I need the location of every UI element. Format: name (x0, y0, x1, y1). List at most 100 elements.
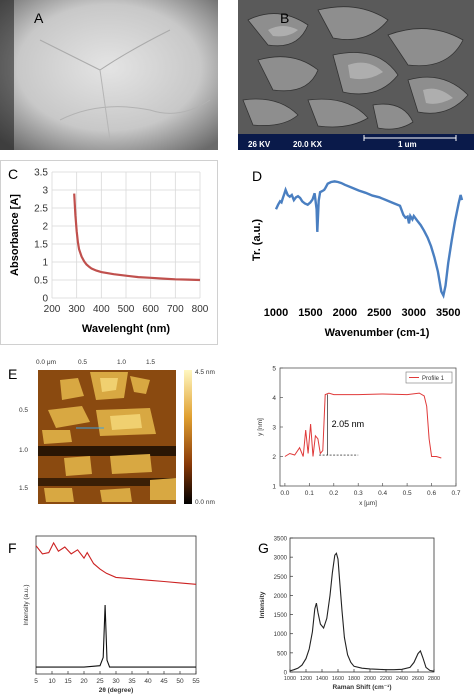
height-profile-svg: 1 2 3 4 5 0.0 0.1 0.2 0.3 0.4 0.5 0.6 0.7 2.05 nm Prof… (257, 366, 461, 508)
x-axis-label: Wavelenght (nm) (82, 323, 171, 335)
y-tick-label: 0 (284, 671, 288, 677)
y-tick-label: 2500 (274, 575, 288, 581)
x-tick-label: 0.7 (451, 490, 460, 497)
x-tick-label: 0.6 (427, 490, 436, 497)
y-tick-label: 1 (42, 258, 48, 269)
transmittance-series-line (274, 180, 464, 299)
xrd-series-upper-line (35, 541, 197, 585)
afm-y-tick: 1.5 (19, 485, 28, 492)
x-tick-label: 35 (128, 678, 136, 685)
y-tick-label: 2 (272, 454, 276, 461)
x-tick-label: 0.3 (354, 490, 363, 497)
y-tick-label: 3000 (274, 556, 288, 562)
raman-svg: 0 500 1000 1500 2000 2500 3000 3500 1000 1200 1400… (259, 537, 440, 692)
absorbance-series-line (73, 193, 201, 282)
x-tick-label: 400 (93, 304, 110, 315)
y-tick-label: 500 (277, 651, 288, 657)
y-tick-label: 2000 (274, 594, 288, 600)
x-tick-label: 2000 (364, 676, 376, 682)
x-tick-label: 1600 (332, 676, 344, 682)
x-tick-label: 1000 (284, 676, 296, 682)
x-tick-label: 20 (80, 678, 88, 685)
y-tick-label: 1.5 (34, 240, 48, 251)
afm-height-map (38, 370, 176, 504)
panel-label-e: E (8, 366, 18, 382)
afm-image-svg: 0.0 μm 0.5 1.0 1.5 0.5 1.0 1.5 (19, 359, 215, 506)
x-tick-label: 2800 (428, 676, 440, 682)
panel-label-f: F (8, 540, 17, 556)
panel-label-a: A (34, 10, 44, 26)
sem-kv-label: 26 KV (248, 140, 271, 149)
y-tick-label: 2 (42, 222, 48, 233)
x-tick-label: 2400 (396, 676, 408, 682)
y-tick-label: 3.5 (34, 168, 48, 179)
legend-box (405, 371, 453, 384)
x-tick-label: 0.5 (403, 490, 412, 497)
x-tick-label: 2600 (412, 676, 424, 682)
afm-y-tick: 0.5 (19, 407, 28, 414)
x-axis-label: Raman Shift (cm⁻¹) (332, 684, 391, 691)
x-tick-label: 500 (118, 304, 135, 315)
x-tick-label: 1500 (298, 307, 322, 319)
panel-c-uv-vis-chart: 0 0.5 1 1.5 2 2.5 3 3.5 200 300 400 500 600 700 800 Wav… (0, 160, 218, 345)
x-tick-label: 1400 (316, 676, 328, 682)
raman-series-line (289, 552, 435, 672)
x-tick-label: 5 (34, 678, 38, 685)
x-tick-label: 1200 (300, 676, 312, 682)
panel-label-g: G (258, 540, 269, 556)
x-tick-label: 600 (142, 304, 159, 315)
sem-mag-label: 20.0 KX (293, 140, 323, 149)
y-tick-label: 0.5 (34, 276, 48, 287)
y-tick-label: 1500 (274, 613, 288, 619)
afm-colorbar-min: 0.0 nm (195, 499, 215, 506)
y-axis-label: Absorbance [A] (9, 194, 21, 276)
panel-g-raman-chart: 0 500 1000 1500 2000 2500 3000 3500 1000 1200 1400… (248, 530, 474, 694)
x-tick-label: 0.2 (329, 490, 338, 497)
panel-label-d: D (252, 168, 263, 184)
x-tick-label: 1000 (264, 307, 288, 319)
afm-colorbar (184, 370, 192, 504)
x-tick-label: 15 (64, 678, 72, 685)
afm-x-tick: 0.5 (78, 359, 87, 366)
x-axis-label: x [µm] (359, 500, 377, 507)
x-tick-label: 10 (48, 678, 56, 685)
y-axis-label: Tr. (a.u.) (251, 219, 263, 262)
panel-d-ftir-chart: 1000 1500 2000 2500 3000 3500 Wavenumber (cm-1… (248, 160, 474, 345)
plot-frame (35, 535, 197, 675)
xrd-series-lower-line (36, 604, 196, 668)
step-height-annotation: 2.05 nm (332, 419, 365, 429)
x-tick-label: 45 (160, 678, 168, 685)
profile-series-line (284, 392, 442, 459)
x-tick-label: 50 (176, 678, 184, 685)
x-tick-label: 40 (144, 678, 152, 685)
sem-scale-label: 1 um (398, 140, 417, 149)
x-tick-label: 1800 (348, 676, 360, 682)
plot-frame (279, 367, 457, 487)
y-tick-label: 5 (272, 366, 276, 373)
uv-vis-svg: 0 0.5 1 1.5 2 2.5 3 3.5 200 300 400 500 600 700 800 Wav… (0, 160, 218, 345)
panel-label-b: B (280, 10, 290, 26)
x-tick-label: 2500 (367, 307, 391, 319)
x-tick-label: 3500 (436, 307, 460, 319)
sem-micrograph: 26 KV 20.0 KX 1 um (238, 0, 474, 150)
y-tick-label: 1 (272, 484, 276, 491)
panel-f-xrd-chart: 5 10 15 20 25 30 35 40 45 50 55 2θ (degree) Intensit… (0, 530, 218, 694)
y-axis-label: y [nm] (257, 418, 264, 436)
x-tick-label: 0.1 (305, 490, 314, 497)
y-tick-label: 3 (272, 425, 276, 432)
x-tick-label: 700 (167, 304, 184, 315)
y-tick-label: 4 (272, 395, 276, 402)
x-tick-label: 200 (44, 304, 61, 315)
x-tick-label: 0.0 (280, 490, 289, 497)
ftir-svg: 1000 1500 2000 2500 3000 3500 Wavenumber (cm-1… (251, 180, 464, 339)
afm-y-tick: 1.0 (19, 447, 28, 454)
panel-e-afm-image: 0.0 μm 0.5 1.0 1.5 0.5 1.0 1.5 (0, 350, 218, 510)
afm-x-tick: 0.0 μm (36, 359, 56, 366)
panel-e-height-profile-chart: 1 2 3 4 5 0.0 0.1 0.2 0.3 0.4 0.5 0.6 0.7 2.05 nm Prof… (248, 350, 474, 510)
y-tick-label: 3500 (274, 537, 288, 543)
x-axis-label: Wavenumber (cm-1) (325, 327, 430, 339)
y-axis-label: Intensity (259, 591, 266, 618)
x-tick-label: 3000 (402, 307, 426, 319)
x-tick-label: 30 (112, 678, 120, 685)
afm-x-tick: 1.5 (146, 359, 155, 366)
